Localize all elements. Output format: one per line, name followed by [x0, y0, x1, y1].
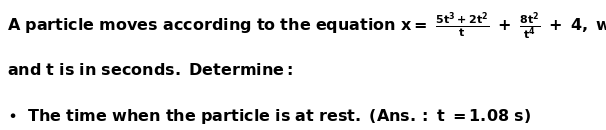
Text: $\bullet\ \ \mathbf{The\ time\ when\ the\ particle\ is\ at\ rest.\ (Ans.:\ t\ =1: $\bullet\ \ \mathbf{The\ time\ when\ the…	[7, 107, 531, 126]
Text: $\mathbf{and\ t\ is\ in\ seconds.\ Determine:}$: $\mathbf{and\ t\ is\ in\ seconds.\ Deter…	[7, 62, 293, 78]
Text: $\mathbf{A\ particle\ moves\ according\ to\ the\ equation\ x =\ }\frac{\mathbf{5: $\mathbf{A\ particle\ moves\ according\ …	[7, 10, 606, 42]
